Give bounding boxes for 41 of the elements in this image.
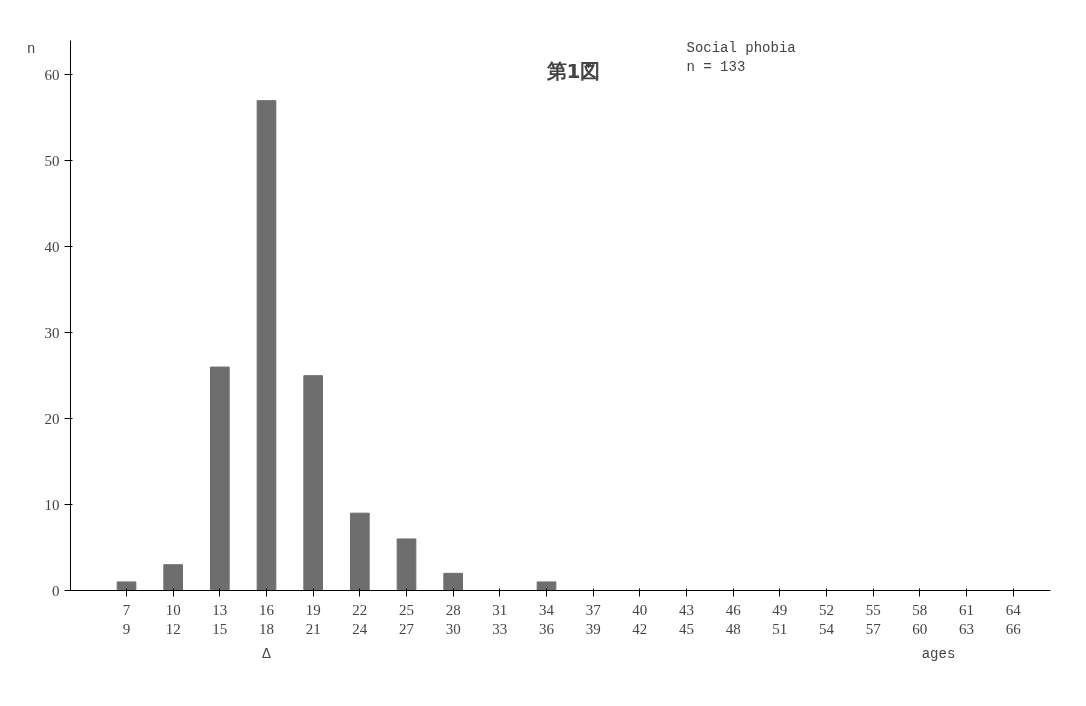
bar [396,538,417,591]
x-tick-label: 55 57 [865,601,882,637]
x-tick-label: 52 54 [819,601,835,637]
x-tick-label: 13 15 [212,601,228,637]
x-tick-label: 64 66 [1005,601,1022,637]
bar [116,581,137,591]
x-tick-label: 46 48 [725,601,742,637]
bar [163,564,183,591]
x-tick-label: 40 42 [632,601,648,637]
x-tick-label: 43 45 [679,601,694,637]
text: Δ [262,645,272,662]
bar [303,375,323,591]
x-tick-label: 7 9 [122,601,131,637]
text: 第1図 [545,59,601,84]
bar [536,581,557,591]
x-tick-label: 16 18 [259,601,275,637]
x-tick-label: 58 60 [912,601,928,637]
bar [256,100,277,591]
y-tick-label: 30 [44,324,60,341]
y-tick-label: 10 [44,496,60,513]
x-tick-label: 28 30 [445,601,461,637]
x-tick-label: 61 63 [959,601,974,637]
x-tick-label: 22 24 [352,601,368,637]
x-tick-label: 10 12 [165,601,181,637]
bar [350,512,370,591]
y-axis-title: n [27,41,36,58]
x-tick-label: 19 21 [305,601,321,637]
annotation: Social phobia n = 133 [686,39,796,75]
y-tick-label: 0 [52,582,60,599]
x-tick-label: 49 51 [772,601,788,637]
y-tick-label: 20 [44,410,60,427]
bar [443,572,463,591]
bar [210,366,230,591]
y-tick-label: 60 [44,66,60,83]
y-tick-label: 50 [44,152,60,169]
x-tick-label: 31 33 [492,601,508,637]
x-axis-title: ages [921,645,956,662]
x-tick-label: 25 27 [399,601,415,637]
x-tick-label: 34 36 [539,601,555,637]
x-tick-label: 37 39 [585,601,602,637]
y-tick-label: 40 [44,238,60,255]
